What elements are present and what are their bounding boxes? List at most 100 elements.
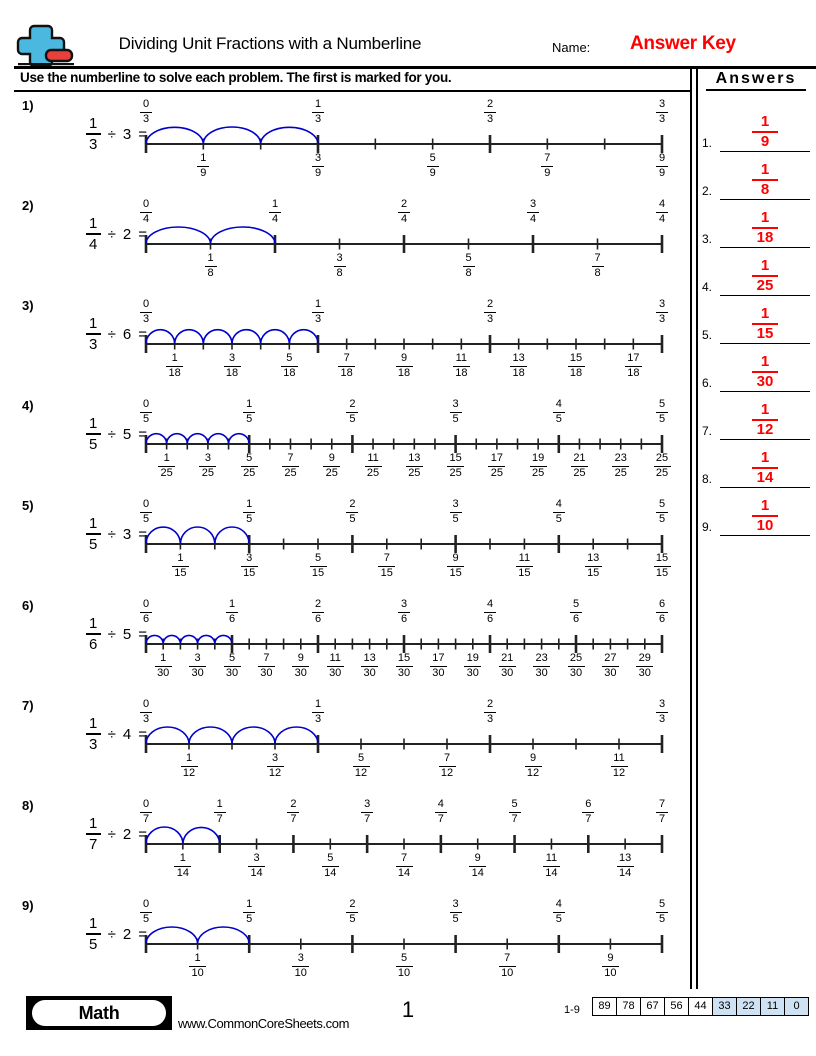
numberline-bottom-label: 19 25 (518, 453, 558, 479)
answer-row: 5. 1 15 (702, 296, 810, 344)
problem-expression: 1 3 ÷ 6 = (44, 312, 154, 356)
answers-divider-right (696, 69, 698, 989)
score-cell[interactable]: 78 (617, 998, 641, 1015)
equals-sign: = (138, 225, 147, 243)
numberline-bottom-label: 1 25 (147, 453, 187, 479)
answer-blank-line[interactable] (720, 150, 810, 152)
numberline-bottom-label: 1 12 (169, 753, 209, 779)
score-cell[interactable]: 33 (713, 998, 737, 1015)
divisor: 2 (122, 925, 132, 943)
equals-sign: = (138, 125, 147, 143)
equals-sign: = (138, 625, 147, 643)
dividend-numerator: 1 (88, 814, 98, 832)
problem-number: 2) (22, 198, 34, 213)
answer-row: 2. 1 8 (702, 152, 810, 200)
numberline: 0 3 1 3 2 3 3 3 1 12 3 12 5 12 7 12 9 12 11 12 (0, 696, 690, 796)
numberline-bottom-label: 13 30 (350, 653, 390, 679)
answer-blank-line[interactable] (720, 294, 810, 296)
problem-expression: 1 3 ÷ 4 = (44, 712, 154, 756)
answer-blank-line[interactable] (720, 246, 810, 248)
numberline-bottom-label: 15 25 (436, 453, 476, 479)
answer-blank-line[interactable] (720, 486, 810, 488)
dividend-numerator: 1 (88, 614, 98, 632)
numberline-bottom-label: 7 18 (327, 353, 367, 379)
answer-blank-line[interactable] (720, 534, 810, 536)
numberline-bottom-label: 9 25 (312, 453, 352, 479)
problem-number: 3) (22, 298, 34, 313)
answer-numerator: 1 (760, 161, 770, 179)
numberline-bottom-label: 3 15 (229, 553, 269, 579)
problem-number: 4) (22, 398, 34, 413)
score-cell[interactable]: 22 (737, 998, 761, 1015)
equals-sign: = (138, 325, 147, 343)
answer-denominator: 14 (756, 468, 774, 486)
answer-numerator: 1 (760, 353, 770, 371)
numberline-bottom-label: 7 12 (427, 753, 467, 779)
numberline-bottom-label: 27 30 (590, 653, 630, 679)
numberline-bottom-label: 9 12 (513, 753, 553, 779)
answer-value: 1 15 (720, 306, 810, 341)
numberline-bottom-label: 13 18 (499, 353, 539, 379)
problem-expression: 1 3 ÷ 3 = (44, 112, 154, 156)
answer-blank-line[interactable] (720, 390, 810, 392)
problem-number: 5) (22, 498, 34, 513)
dividend-denominator: 5 (88, 535, 98, 553)
page-footer: Math www.CommonCoreSheets.com 1 1-9 89 78… (0, 990, 816, 1056)
answer-value: 1 14 (720, 450, 810, 485)
score-cell[interactable]: 67 (641, 998, 665, 1015)
answer-value: 1 12 (720, 402, 810, 437)
numberline: 0 5 1 5 2 5 3 5 4 5 5 5 1 25 3 25 5 25 7 25 9 25 11 25 13 25 15 25 1… (0, 396, 690, 496)
score-cell[interactable]: 44 (689, 998, 713, 1015)
score-cell[interactable]: 56 (665, 998, 689, 1015)
answer-numerator: 1 (760, 449, 770, 467)
dividend-denominator: 5 (88, 435, 98, 453)
score-cell[interactable]: 11 (761, 998, 785, 1015)
problem: 5) 1 5 ÷ 3 = 0 5 1 5 2 5 3 5 4 5 5 5 1 15 3 15 5 15 7 15 9 15 11 15 13… (0, 496, 690, 596)
name-label: Name: (552, 40, 591, 55)
numberline-bottom-label: 7 10 (487, 953, 527, 979)
answer-row: 9. 1 10 (702, 488, 810, 536)
score-cell[interactable]: 0 (785, 998, 808, 1015)
divisor: 4 (122, 725, 132, 743)
page-title: Dividing Unit Fractions with a Numberlin… (118, 34, 422, 53)
numberline-bottom-label: 7 14 (384, 853, 424, 879)
division-sign: ÷ (107, 225, 116, 243)
score-cell[interactable]: 89 (593, 998, 617, 1015)
numberline-bottom-label: 9 10 (590, 953, 630, 979)
problem-expression: 1 5 ÷ 5 = (44, 412, 154, 456)
answer-key-value: Answer Key (630, 33, 736, 54)
subject-badge-label: Math (32, 1000, 166, 1026)
answer-blank-line[interactable] (720, 438, 810, 440)
answer-blank-line[interactable] (720, 198, 810, 200)
dividend-numerator: 1 (88, 214, 98, 232)
numberline-bottom-label: 3 12 (255, 753, 295, 779)
division-sign: ÷ (107, 125, 116, 143)
numberline-bottom-label: 23 25 (601, 453, 641, 479)
problem-expression: 1 7 ÷ 2 = (44, 812, 154, 856)
numberline-bottom-label: 21 25 (559, 453, 599, 479)
numberline-bottom-label: 13 14 (605, 853, 645, 879)
numberline-bottom-label: 11 15 (504, 553, 544, 579)
answer-blank-line[interactable] (720, 342, 810, 344)
